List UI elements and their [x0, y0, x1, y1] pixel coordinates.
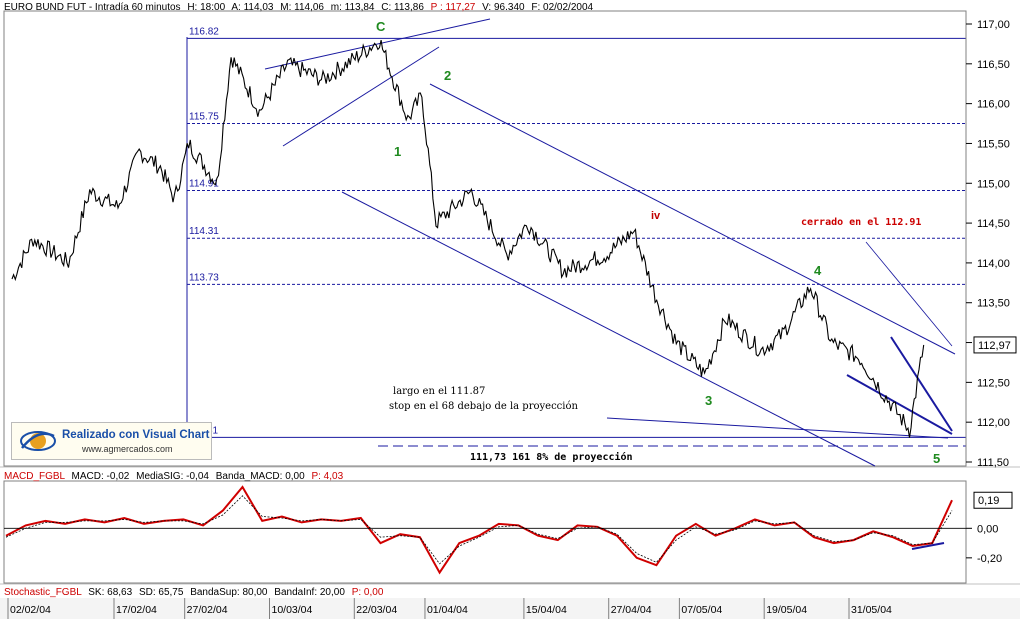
y-tick-label: 112,50 [977, 377, 1010, 389]
macd-band: Banda_MACD: 0,00 [216, 471, 305, 482]
date-label: 19/05/04 [766, 604, 807, 616]
macd-p: P: 4,03 [311, 471, 343, 482]
stoch-header: Stochastic_FGBL SK: 68,63 SD: 65,75 Band… [4, 587, 384, 598]
visual-chart-logo: Realizado con Visual Chart www.agmercado… [11, 422, 212, 460]
date-axis: 02/02/04 17/02/04 27/02/04 10/03/04 22/03/04… [7, 598, 892, 619]
y-tick-label: 113,50 [977, 298, 1010, 310]
date-axis-band [0, 598, 1020, 619]
macd-value: MACD: -0,02 [72, 471, 130, 482]
date-label: 27/04/04 [611, 604, 652, 616]
entry-note-line1: largo en el 111.87 [393, 386, 485, 397]
macd-last-label: 0,19 [978, 495, 999, 507]
base-line [606, 417, 949, 439]
macd-name: MACD_FGBL [4, 471, 66, 482]
final-wedge-upper [890, 336, 953, 432]
level-label: 114.31 [189, 226, 219, 237]
y-tick-label: 115,50 [977, 138, 1010, 150]
wave-label-1: 1 [394, 144, 401, 159]
stoch-sd: SD: 65,75 [139, 587, 184, 598]
wave-label-3: 3 [705, 393, 712, 408]
header-p: P : 117,27 [431, 2, 476, 13]
last-price-label: 112,97 [978, 340, 1011, 352]
wave-label-4: 4 [814, 263, 822, 278]
channel-lower-line [341, 191, 876, 467]
wedge-lower-line [282, 46, 440, 147]
header-open: A: 114,03 [231, 2, 274, 13]
price-line [11, 39, 925, 438]
macd-header: MACD_FGBL MACD: -0,02 MediaSIG: -0,04 Ba… [4, 471, 344, 482]
date-label: 17/02/04 [116, 604, 157, 616]
date-label: 02/02/04 [10, 604, 51, 616]
header-low: m: 113,84 [331, 2, 375, 13]
macd-panel-frame [3, 480, 967, 584]
wave-label-iv: iv [651, 210, 661, 222]
level-label: 114.91 [189, 178, 219, 189]
macd-divergence-line [911, 542, 945, 550]
date-label: 27/02/04 [187, 604, 228, 616]
wedge-upper-line [264, 18, 491, 70]
price-header: EURO BUND FUT - Intradía 60 minutos H: 1… [4, 2, 594, 13]
header-high: M: 114,06 [280, 2, 324, 13]
header-close: C: 113,86 [381, 2, 424, 13]
macd-y-tick-label: 0,00 [977, 523, 998, 535]
wave-label-C: C [376, 19, 386, 34]
date-label: 22/03/04 [356, 604, 397, 616]
level-label: 116.82 [189, 26, 219, 37]
wave-label-5: 5 [933, 451, 940, 466]
stoch-name: Stochastic_FGBL [4, 587, 82, 598]
level-label: 115.75 [189, 112, 219, 123]
stoch-sk: SK: 68,63 [88, 587, 132, 598]
final-wedge-lower [846, 374, 953, 435]
last-price-box [973, 336, 1017, 354]
y-tick-label: 114,00 [977, 258, 1010, 270]
date-label: 01/04/04 [427, 604, 468, 616]
date-label: 15/04/04 [526, 604, 567, 616]
channel-upper-line [429, 83, 956, 355]
header-title: EURO BUND FUT - Intradía 60 minutos [4, 2, 181, 13]
logo-title: Realizado con Visual Chart [62, 429, 210, 441]
projection-note: 111,73 161 8% de proyección [470, 451, 633, 463]
price-series [11, 39, 925, 438]
logo-swirl-icon [20, 431, 56, 451]
macd-signal-line [5, 495, 953, 565]
y-tick-label: 112,00 [977, 417, 1010, 429]
wave-label-2: 2 [444, 68, 451, 83]
macd-last-box [973, 491, 1013, 509]
stoch-p: P: 0,00 [352, 587, 384, 598]
header-volume: V: 96.340 [482, 2, 525, 13]
date-label: 31/05/04 [851, 604, 892, 616]
y-tick-label: 117,00 [977, 19, 1010, 31]
date-label: 10/03/04 [271, 604, 312, 616]
y-tick-label: 115,00 [977, 178, 1010, 190]
macd-y-tick-label: -0,20 [977, 553, 1002, 565]
macd-y-axis: 0,00 -0,20 0,19 [4, 491, 1013, 565]
stoch-inf: BandaInf: 20,00 [274, 587, 345, 598]
macd-signal: MediaSIG: -0,04 [136, 471, 209, 482]
y-tick-label: 111,50 [977, 457, 1009, 469]
header-hour: H: 18:00 [187, 2, 225, 13]
date-label: 07/05/04 [681, 604, 722, 616]
entry-note-line2: stop en el 68 debajo de la proyección [389, 401, 578, 412]
price-y-axis: 117,00 116,50 116,00 115,50 115,00 114,50 114,… [965, 11, 1017, 469]
closed-note: cerrado en el 112.91 [801, 217, 921, 228]
y-tick-label: 116,00 [977, 99, 1010, 111]
logo-url: www.agmercados.com [82, 444, 173, 454]
trend-lines [186, 18, 966, 550]
stoch-sup: BandaSup: 80,00 [190, 587, 268, 598]
macd-series [5, 485, 953, 575]
y-tick-label: 114,50 [977, 218, 1010, 230]
level-label: 113.73 [189, 272, 219, 283]
header-date: F: 02/02/2004 [531, 2, 593, 13]
y-tick-label: 116,50 [977, 59, 1010, 71]
closed-note-pointer [865, 241, 953, 347]
